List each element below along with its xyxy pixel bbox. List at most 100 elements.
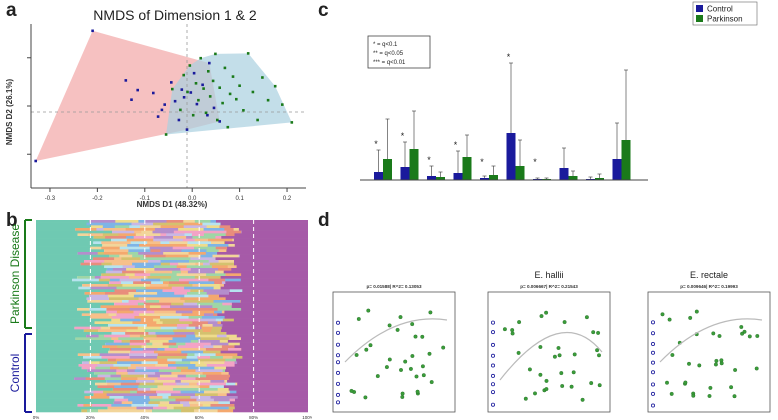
segment <box>199 230 227 234</box>
segment <box>188 254 201 258</box>
segment-teal <box>36 246 91 250</box>
nmds-point-control <box>208 61 211 65</box>
segment <box>97 385 115 389</box>
segment <box>125 228 156 231</box>
segment <box>172 388 197 391</box>
sample-row <box>36 292 308 295</box>
bar-control <box>374 172 383 180</box>
segment <box>170 305 184 309</box>
segment <box>109 281 122 285</box>
segment-purple <box>222 324 308 327</box>
segment-teal <box>36 345 103 349</box>
segment <box>149 294 159 298</box>
sample-row <box>36 358 308 362</box>
segment <box>81 366 96 370</box>
segment <box>143 337 173 341</box>
point-parkinson <box>589 381 594 386</box>
segment <box>148 401 161 405</box>
nmds-xlabel: NMDS D1 (48.32%) <box>137 200 208 209</box>
point-parkinson <box>552 354 557 359</box>
sample-row <box>36 393 308 397</box>
segment-purple <box>221 326 308 330</box>
segment <box>228 244 236 247</box>
segment <box>139 244 159 247</box>
segment <box>111 222 132 226</box>
segment <box>74 326 102 330</box>
sample-row <box>36 337 308 341</box>
segment <box>139 358 168 362</box>
segment <box>113 364 131 367</box>
segment <box>104 377 122 381</box>
point-parkinson <box>510 328 515 333</box>
segment <box>141 278 161 282</box>
point-control <box>335 381 340 386</box>
point-parkinson <box>527 367 532 372</box>
segment <box>181 313 205 317</box>
point-control <box>335 400 340 405</box>
sample-row <box>36 372 308 375</box>
segment <box>122 305 151 309</box>
point-parkinson <box>717 334 722 338</box>
segment-teal <box>36 356 83 359</box>
segment-purple <box>241 230 308 234</box>
nmds-point-parkinson <box>216 118 219 122</box>
point-parkinson <box>400 395 405 399</box>
segment <box>186 334 196 338</box>
segment <box>195 377 209 381</box>
segment <box>82 361 90 365</box>
segment <box>209 262 230 266</box>
segment <box>224 241 226 245</box>
segment-purple <box>229 292 308 295</box>
segment-teal <box>36 297 87 301</box>
nmds-point-parkinson <box>164 133 168 136</box>
point-parkinson <box>384 365 389 370</box>
segment-teal <box>36 268 107 271</box>
sample-row <box>36 361 308 365</box>
segment <box>129 334 141 338</box>
segment <box>235 382 238 386</box>
bar-parkinson <box>409 149 419 180</box>
segment <box>103 252 129 255</box>
point-parkinson <box>683 380 688 385</box>
segment-teal <box>36 289 115 293</box>
segment <box>214 366 224 370</box>
segment <box>180 380 211 383</box>
segment <box>149 305 162 309</box>
segment <box>118 324 148 327</box>
x-tick-label: 60% <box>195 415 204 420</box>
point-parkinson <box>571 370 576 375</box>
segment <box>87 300 99 303</box>
segment <box>90 316 113 319</box>
segment <box>83 356 102 359</box>
segment <box>137 326 162 330</box>
segment <box>157 361 176 365</box>
segment <box>213 286 221 290</box>
segment <box>115 220 139 223</box>
segment-teal <box>36 364 79 367</box>
segment <box>202 324 213 327</box>
sample-row <box>36 233 308 237</box>
regression-stats: p= 0.006667| R^2= 0.21543 <box>520 284 578 289</box>
segment-purple <box>231 302 308 306</box>
segment <box>75 228 97 231</box>
segment <box>225 273 242 277</box>
segment-purple <box>228 377 308 381</box>
segment <box>187 292 208 295</box>
segment <box>100 286 117 290</box>
nmds-point-control <box>34 159 37 163</box>
point-parkinson <box>569 384 574 389</box>
segment <box>133 281 152 285</box>
nmds-point-control <box>173 99 177 103</box>
sample-row <box>36 409 308 413</box>
segment <box>175 361 191 365</box>
segment <box>173 329 204 333</box>
segment <box>110 321 133 325</box>
segment <box>225 382 236 386</box>
segment <box>205 252 218 255</box>
segment <box>173 406 201 410</box>
point-parkinson <box>740 331 745 336</box>
segment <box>200 254 213 258</box>
segment <box>114 398 129 402</box>
segment-purple <box>234 260 308 263</box>
nmds-point-control <box>182 96 186 99</box>
